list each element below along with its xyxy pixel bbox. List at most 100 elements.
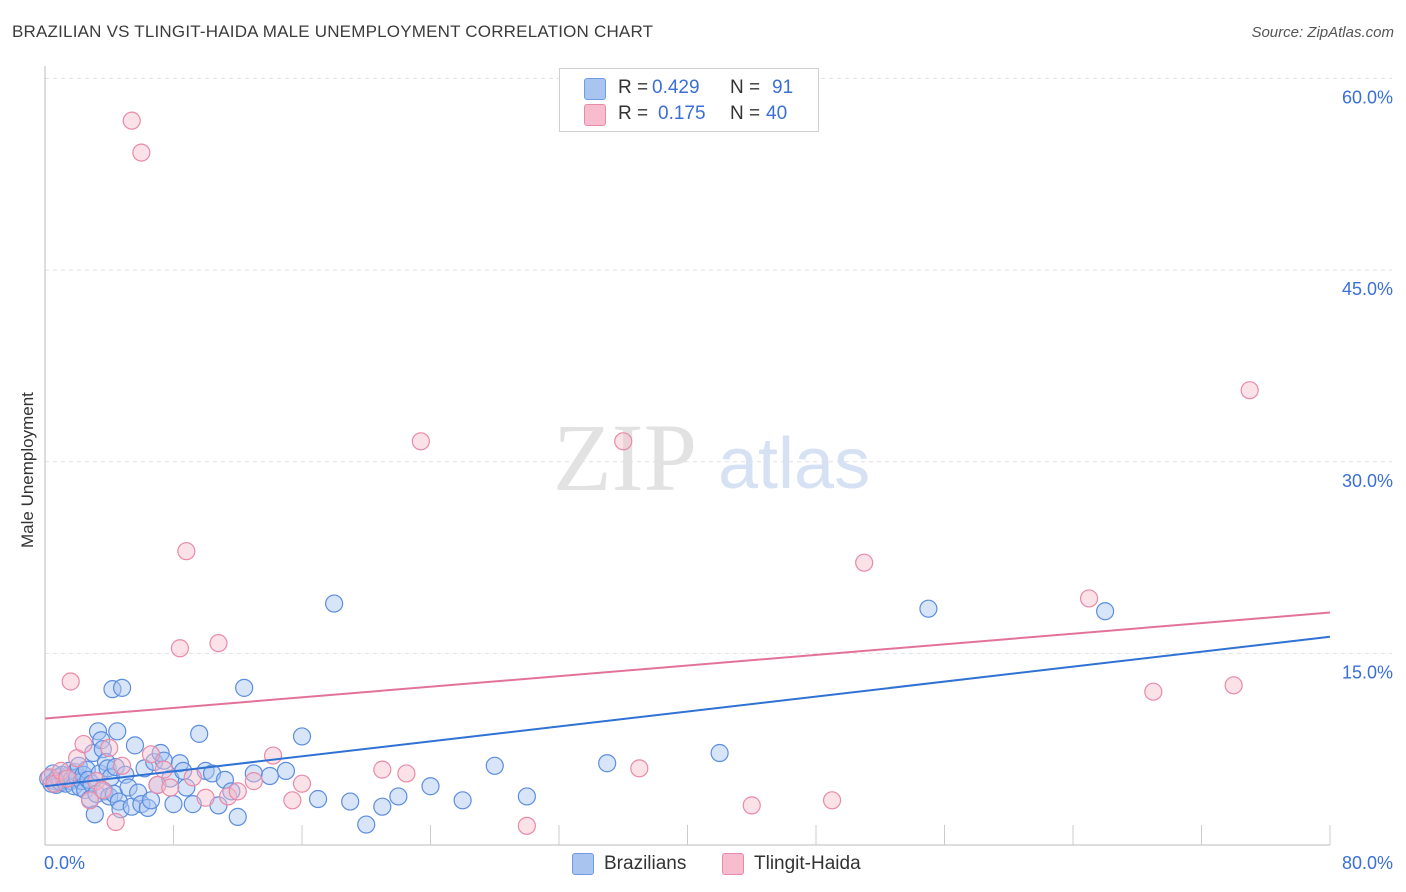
legend-r-value: 0.175 xyxy=(658,103,706,124)
point-brazilians xyxy=(517,787,536,806)
point-tlingit-haida xyxy=(100,738,119,758)
legend-n-value: 91 xyxy=(772,77,794,98)
point-brazilians xyxy=(357,815,376,834)
series-brazilians xyxy=(39,594,1115,834)
point-brazilians xyxy=(598,754,617,773)
legend-n-label: N = xyxy=(730,103,761,124)
point-tlingit-haida xyxy=(292,774,312,793)
point-brazilians xyxy=(453,791,472,810)
x-tick-label-max: 80.0% xyxy=(1342,853,1393,873)
point-tlingit-haida xyxy=(373,760,392,779)
watermark-zip: ZIP xyxy=(553,404,697,511)
point-brazilians xyxy=(119,778,138,797)
point-tlingit-haida xyxy=(209,634,228,653)
point-tlingit-haida xyxy=(106,812,125,832)
point-brazilians xyxy=(373,797,392,816)
point-brazilians xyxy=(260,766,279,786)
legend-swatch-tlingit-haida xyxy=(584,104,606,126)
point-brazilians xyxy=(341,792,360,811)
point-brazilians xyxy=(485,756,504,775)
point-tlingit-haida xyxy=(228,782,247,801)
point-tlingit-haida xyxy=(614,432,633,451)
point-brazilians xyxy=(292,727,312,746)
point-tlingit-haida xyxy=(141,745,161,764)
point-brazilians xyxy=(710,743,729,763)
point-tlingit-haida xyxy=(1240,381,1259,400)
point-brazilians xyxy=(228,807,247,826)
point-tlingit-haida xyxy=(855,553,874,572)
legend-swatch-brazilians xyxy=(584,78,606,100)
y-tick-label: 45.0% xyxy=(1342,279,1393,299)
legend-r-label: R = xyxy=(618,103,649,124)
trend-lines xyxy=(44,611,1331,788)
correlation-legend: R = 0.429 N = 91 R = 0.175 N = 40 xyxy=(559,68,819,132)
y-tick-label: 30.0% xyxy=(1342,471,1393,491)
point-tlingit-haida xyxy=(1079,589,1099,608)
point-tlingit-haida xyxy=(244,772,263,791)
point-brazilians xyxy=(190,724,209,743)
trend-line-tlingit-haida xyxy=(44,611,1331,720)
point-brazilians xyxy=(325,594,344,613)
grid-lines xyxy=(45,78,1392,654)
point-tlingit-haida xyxy=(170,639,190,658)
point-tlingit-haida xyxy=(161,778,180,797)
point-tlingit-haida xyxy=(1224,676,1243,695)
point-tlingit-haida xyxy=(263,746,283,765)
point-brazilians xyxy=(106,757,125,777)
point-tlingit-haida xyxy=(112,756,132,775)
point-tlingit-haida xyxy=(122,111,141,130)
series-tlingit-haida xyxy=(40,111,1259,835)
point-brazilians xyxy=(222,782,241,801)
point-brazilians xyxy=(276,761,296,781)
point-tlingit-haida xyxy=(132,143,151,162)
point-tlingit-haida xyxy=(822,791,842,810)
point-tlingit-haida xyxy=(517,816,536,835)
legend-swatch-tlingit-haida xyxy=(722,853,744,875)
x-tick-label-min: 0.0% xyxy=(44,853,85,873)
point-tlingit-haida xyxy=(196,788,215,807)
chart-title: BRAZILIAN VS TLINGIT-HAIDA MALE UNEMPLOY… xyxy=(12,22,654,41)
point-brazilians xyxy=(103,680,122,699)
axes xyxy=(44,66,1331,846)
point-brazilians xyxy=(141,791,161,810)
watermark-atlas: atlas xyxy=(718,424,870,504)
legend-label-tlingit-haida: Tlingit-Haida xyxy=(754,853,861,874)
point-tlingit-haida xyxy=(183,768,202,787)
legend-n-value: 40 xyxy=(766,103,788,124)
point-tlingit-haida xyxy=(411,432,430,451)
point-tlingit-haida xyxy=(283,791,302,810)
tick-labels: 15.0% 30.0% 45.0% 60.0% 0.0% 80.0% xyxy=(44,88,1393,874)
point-tlingit-haida xyxy=(1144,682,1163,701)
point-tlingit-haida xyxy=(154,760,173,779)
legend-n-label: N = xyxy=(730,77,761,98)
point-tlingit-haida xyxy=(177,542,196,561)
legend-label-brazilians: Brazilians xyxy=(604,853,687,874)
point-brazilians xyxy=(112,678,132,697)
y-tick-label: 60.0% xyxy=(1342,88,1393,108)
point-brazilians xyxy=(389,787,408,806)
point-brazilians xyxy=(421,777,440,796)
legend-swatch-brazilians xyxy=(572,853,594,875)
point-brazilians xyxy=(164,795,183,814)
legend-r-label: R = xyxy=(618,77,649,98)
source-label: Source: ZipAtlas.com xyxy=(1251,24,1394,41)
point-brazilians xyxy=(308,789,328,809)
point-tlingit-haida xyxy=(397,764,416,783)
point-tlingit-haida xyxy=(219,787,238,806)
point-brazilians xyxy=(85,805,104,824)
y-axis-label: Male Unemployment xyxy=(18,392,37,548)
point-brazilians xyxy=(125,736,145,755)
watermark: ZIP atlas xyxy=(553,404,870,511)
legend-r-value: 0.429 xyxy=(652,77,700,98)
point-tlingit-haida xyxy=(93,780,112,800)
point-tlingit-haida xyxy=(74,734,93,754)
point-tlingit-haida xyxy=(630,759,649,778)
point-tlingit-haida xyxy=(61,672,80,691)
trend-line-brazilians xyxy=(44,635,1331,788)
point-brazilians xyxy=(177,778,196,797)
point-tlingit-haida xyxy=(742,796,761,815)
point-brazilians xyxy=(1096,602,1115,621)
point-brazilians xyxy=(108,722,127,741)
y-tick-label: 15.0% xyxy=(1342,662,1393,682)
